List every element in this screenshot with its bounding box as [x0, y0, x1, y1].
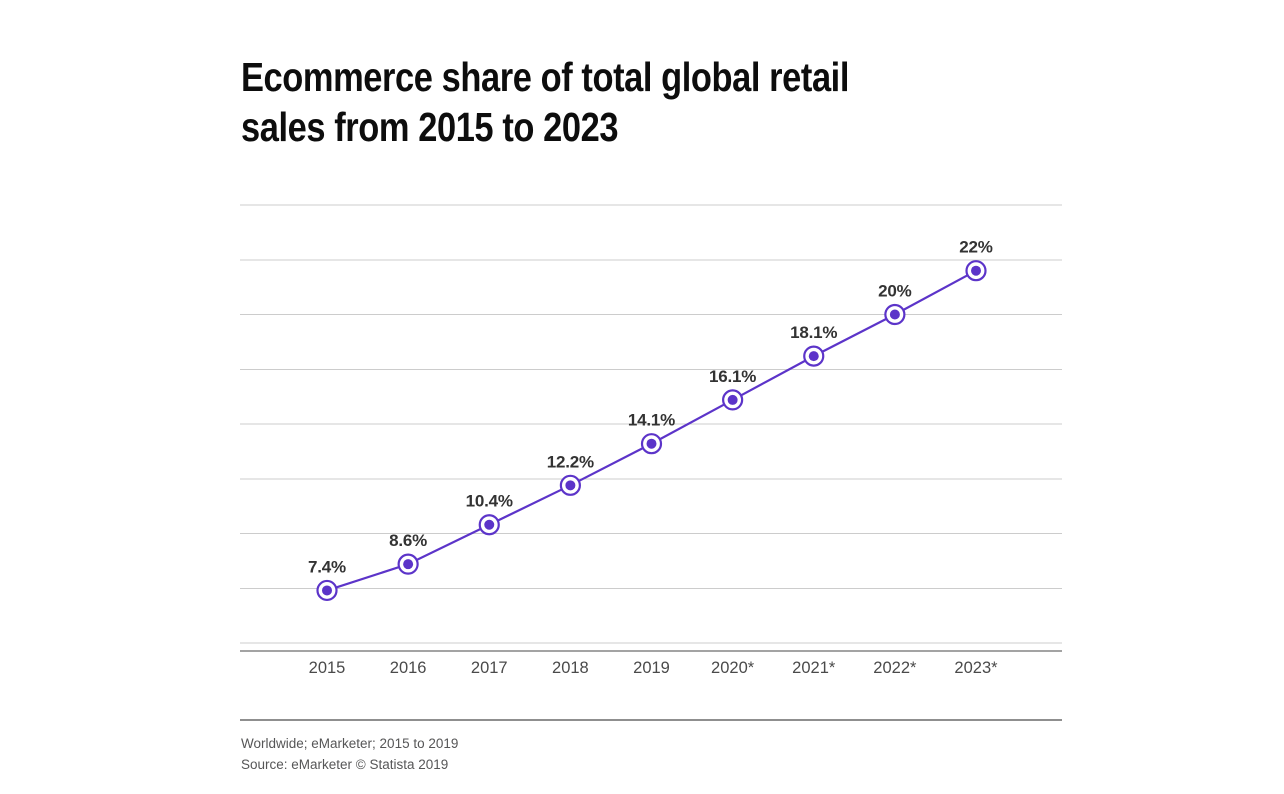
data-label: 14.1% — [628, 411, 675, 430]
data-label: 8.6% — [389, 531, 427, 550]
footnote: Worldwide; eMarketer; 2015 to 2019 Sourc… — [241, 733, 458, 775]
data-point-2018 — [565, 480, 576, 491]
data-point-2022* — [889, 309, 900, 320]
data-label: 20% — [878, 282, 912, 301]
footnote-source: Source: eMarketer © Statista 2019 — [241, 757, 449, 772]
x-axis-tick-label: 2016 — [390, 659, 427, 677]
x-axis-tick-label: 2017 — [471, 659, 508, 677]
data-label: 10.4% — [466, 492, 513, 511]
data-point-2023* — [971, 265, 981, 276]
data-label: 16.1% — [709, 367, 756, 386]
chart-title-line1: Ecommerce share of total global retail — [241, 54, 849, 100]
data-point-2019 — [646, 438, 657, 449]
chart-title-line2: sales from 2015 to 2023 — [241, 104, 619, 150]
data-label: 7.4% — [308, 557, 346, 576]
x-axis-tick-label: 2015 — [309, 659, 346, 677]
data-point-2015 — [322, 585, 332, 596]
x-axis-tick-label: 2021* — [792, 659, 836, 677]
chart-svg: 7.4% 2015 8.6% 2016 10.4% 2017 12.2% 2018 14.1% 2… — [240, 204, 1062, 677]
data-label: 12.2% — [547, 452, 594, 471]
footer-divider — [240, 719, 1062, 721]
footnote-description: Worldwide; eMarketer; 2015 to 2019 — [241, 736, 459, 751]
data-label: 18.1% — [790, 323, 837, 342]
data-label: 22% — [959, 238, 993, 257]
data-point-2016 — [403, 559, 414, 570]
x-axis-tick-label: 2018 — [552, 659, 589, 677]
x-axis-tick-label: 2019 — [633, 659, 670, 677]
data-point-2020* — [727, 394, 738, 405]
x-axis-tick-label: 2022* — [873, 659, 917, 677]
data-point-2017 — [484, 519, 495, 530]
x-axis-tick-label: 2020* — [711, 659, 755, 677]
x-axis-tick-label: 2023* — [954, 659, 998, 677]
chart-title: Ecommerce share of total global retail s… — [241, 52, 849, 152]
data-point-2021* — [808, 351, 819, 362]
